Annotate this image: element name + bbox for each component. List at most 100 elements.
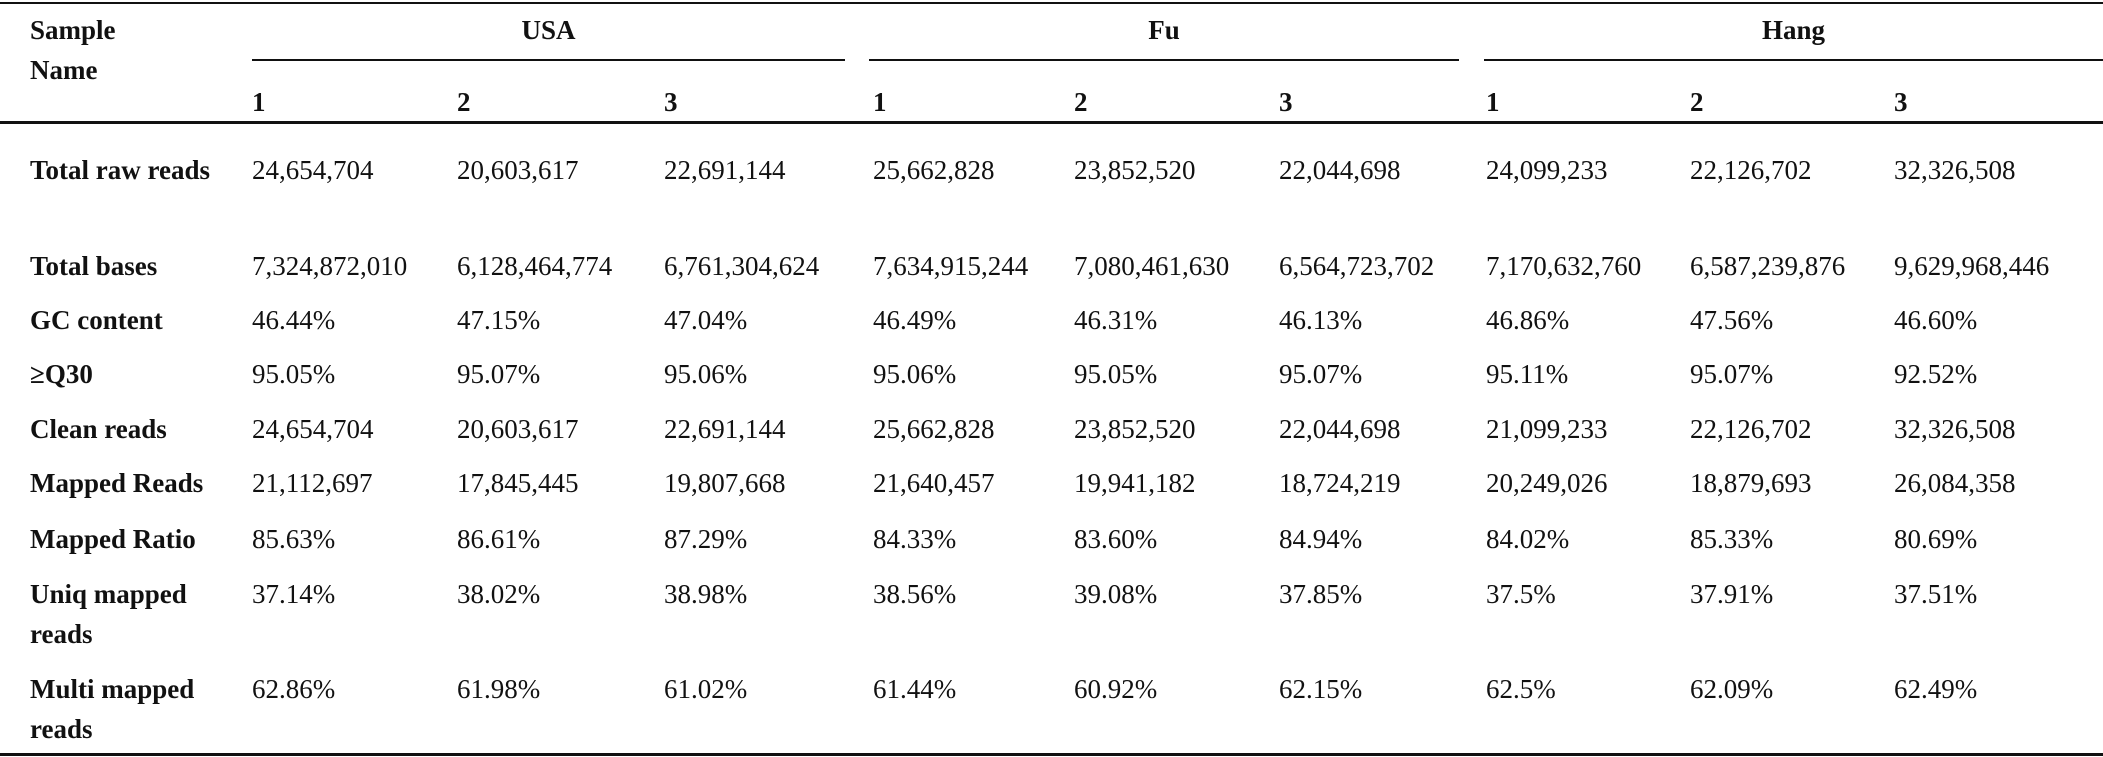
row-label: Total raw reads [30,155,211,185]
cell: 38.56% [873,579,957,609]
cell: 21,640,457 [873,468,995,498]
cell: 37.14% [252,579,336,609]
cell: 37.5% [1486,579,1556,609]
cell: 22,126,702 [1690,414,1812,444]
cell: 18,879,693 [1690,468,1812,498]
cell: 87.29% [664,524,748,554]
cell: 38.98% [664,579,748,609]
cell: 9,629,968,446 [1894,251,2050,281]
sub-header: 3 [664,87,678,117]
cell: 6,587,239,876 [1690,251,1846,281]
cell: 22,691,144 [664,414,786,444]
cell: 85.33% [1690,524,1774,554]
cell: 84.02% [1486,524,1570,554]
group-rule [1484,59,2103,61]
cell: 22,126,702 [1690,155,1812,185]
group-rule [252,59,845,61]
bottom-rule [0,753,2103,756]
cell: 46.49% [873,305,957,335]
cell: 21,112,697 [252,468,373,498]
group-header: Hang [1761,15,1826,45]
row-label: ≥Q30 [30,359,93,389]
row-label: Mapped Ratio [30,524,196,554]
sub-header: 1 [252,87,266,117]
cell: 61.44% [873,674,957,704]
cell: 39.08% [1074,579,1158,609]
cell: 84.94% [1279,524,1363,554]
sub-header: 2 [1690,87,1704,117]
cell: 37.91% [1690,579,1774,609]
cell: 47.04% [664,305,748,335]
cell: 7,170,632,760 [1486,251,1642,281]
sub-header: 1 [1486,87,1500,117]
cell: 62.49% [1894,674,1978,704]
cell: 6,761,304,624 [664,251,820,281]
row-label: Mapped Reads [30,468,204,498]
cell: 6,128,464,774 [457,251,613,281]
cell: 24,099,233 [1486,155,1608,185]
cell: 25,662,828 [873,414,995,444]
sub-header: 2 [457,87,471,117]
sub-header: 3 [1279,87,1293,117]
cell: 95.07% [457,359,541,389]
cell: 22,044,698 [1279,414,1401,444]
cell: 7,080,461,630 [1074,251,1230,281]
cell: 32,326,508 [1894,414,2016,444]
cell: 95.06% [873,359,957,389]
cell: 46.86% [1486,305,1570,335]
cell: 46.31% [1074,305,1158,335]
cell: 92.52% [1894,359,1978,389]
cell: 95.07% [1279,359,1363,389]
cell: 20,603,617 [457,414,579,444]
cell: 23,852,520 [1074,155,1196,185]
row-label-header: Sample Name [30,15,116,85]
cell: 22,044,698 [1279,155,1401,185]
cell: 46.60% [1894,305,1978,335]
sub-header: 2 [1074,87,1088,117]
row-label: Clean reads [30,414,167,444]
cell: 37.85% [1279,579,1363,609]
cell: 7,634,915,244 [873,251,1029,281]
sub-header: 1 [873,87,887,117]
cell: 47.56% [1690,305,1774,335]
cell: 95.05% [252,359,336,389]
group-header: USA [521,15,576,45]
row-label: Uniq mapped reads [30,579,187,649]
cell: 84.33% [873,524,957,554]
cell: 80.69% [1894,524,1978,554]
row-label: Total bases [30,251,158,281]
cell: 62.09% [1690,674,1774,704]
group-header: Fu [1148,15,1180,45]
cell: 38.02% [457,579,541,609]
cell: 19,807,668 [664,468,786,498]
sub-header: 3 [1894,87,1908,117]
cell: 19,941,182 [1074,468,1196,498]
cell: 22,691,144 [664,155,786,185]
cell: 37.51% [1894,579,1978,609]
cell: 18,724,219 [1279,468,1401,498]
cell: 46.44% [252,305,336,335]
cell: 86.61% [457,524,541,554]
cell: 17,845,445 [457,468,579,498]
cell: 25,662,828 [873,155,995,185]
cell: 47.15% [457,305,541,335]
cell: 20,249,026 [1486,468,1608,498]
cell: 95.11% [1486,359,1569,389]
row-label: Multi mapped reads [30,674,195,744]
cell: 85.63% [252,524,336,554]
row-label: GC content [30,305,163,335]
cell: 95.05% [1074,359,1158,389]
cell: 46.13% [1279,305,1363,335]
cell: 62.86% [252,674,336,704]
cell: 20,603,617 [457,155,579,185]
group-rule [869,59,1459,61]
cell: 61.02% [664,674,748,704]
cell: 7,324,872,010 [252,251,408,281]
cell: 95.07% [1690,359,1774,389]
cell: 62.15% [1279,674,1363,704]
cell: 95.06% [664,359,748,389]
cell: 60.92% [1074,674,1158,704]
cell: 24,654,704 [252,155,374,185]
cell: 24,654,704 [252,414,374,444]
